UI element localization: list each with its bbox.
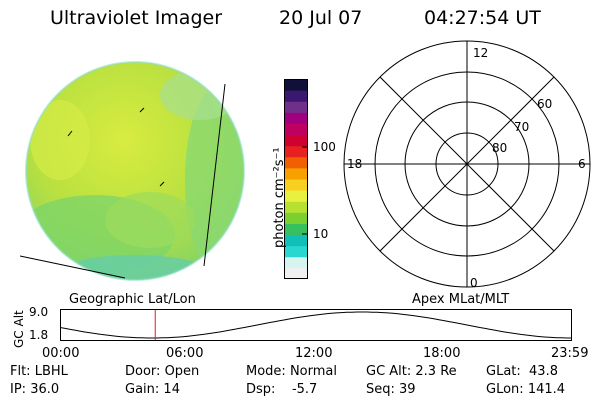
colorbar-step — [284, 223, 308, 236]
geographic-label: Geographic Lat/Lon — [69, 292, 196, 307]
mlt-label-18: 18 — [347, 157, 363, 171]
earth-disc — [26, 62, 244, 280]
x-tick-1800: 18:00 — [423, 346, 461, 361]
mlt-label-12: 12 — [473, 46, 489, 60]
colorbar-step — [284, 156, 308, 169]
colorbar-unit-label: photon cm⁻²s⁻¹ — [272, 147, 287, 248]
mlat-label-70: 70 — [514, 120, 530, 134]
colorbar-step — [284, 201, 308, 213]
date-label: 20 Jul 07 — [279, 7, 363, 29]
colorbar-step — [284, 234, 308, 247]
geo-line-bottom — [19, 255, 126, 279]
time-label: 04:27:54 UT — [424, 7, 541, 29]
x-tick-0000: 00:00 — [42, 346, 80, 361]
instrument-title: Ultraviolet Imager — [50, 7, 223, 29]
colorbar-step — [284, 79, 308, 91]
status-ip: IP: 36.0 — [10, 382, 60, 397]
status-gain: Gain: 14 — [125, 382, 180, 397]
status-mode: Mode: Normal — [246, 364, 337, 379]
colorbar-step — [284, 256, 308, 269]
x-tick-2359: 23:59 — [551, 346, 589, 361]
colorbar-step — [284, 112, 308, 124]
status-gc-alt: GC Alt: 2.3 Re — [366, 364, 457, 379]
colorbar-tick-10: 10 — [313, 227, 329, 241]
colorbar-step — [284, 90, 308, 102]
colorbar-step — [284, 267, 308, 280]
colorbar-tick-100: 100 — [313, 140, 336, 154]
colorbar-step — [284, 245, 308, 258]
mlt-label-6: 6 — [578, 157, 586, 171]
x-tick-1200: 12:00 — [295, 346, 333, 361]
mlt-label-0: 0 — [470, 276, 478, 290]
colorbar-step — [284, 101, 308, 113]
status-dsp: Dsp: -5.7 — [246, 382, 318, 397]
mlat-label-60: 60 — [537, 97, 553, 111]
colorbar — [284, 79, 308, 280]
colorbar-step — [284, 167, 308, 180]
colorbar-step — [284, 179, 308, 191]
x-tick-0600: 06:00 — [166, 346, 204, 361]
colorbar-step — [284, 212, 308, 224]
colorbar-step — [284, 123, 308, 136]
status-flt: Flt: LBHL — [10, 364, 68, 379]
mlat-label-80: 80 — [492, 141, 508, 155]
colorbar-step — [284, 134, 308, 147]
colorbar-step — [284, 190, 308, 202]
geo-line-right — [203, 83, 226, 267]
alt-tick-9: 9.0 — [29, 305, 49, 319]
status-glat: GLat: 43.8 — [486, 364, 558, 379]
altitude-ylabel: GC Alt — [12, 310, 26, 348]
apex-label: Apex MLat/MLT — [412, 292, 510, 307]
colorbar-step — [284, 145, 308, 158]
status-seq: Seq: 39 — [366, 382, 416, 397]
status-glon: GLon: 141.4 — [486, 382, 566, 397]
altitude-plot — [59, 309, 572, 341]
status-door: Door: Open — [125, 364, 200, 379]
alt-tick-1-8: 1.8 — [29, 328, 49, 342]
